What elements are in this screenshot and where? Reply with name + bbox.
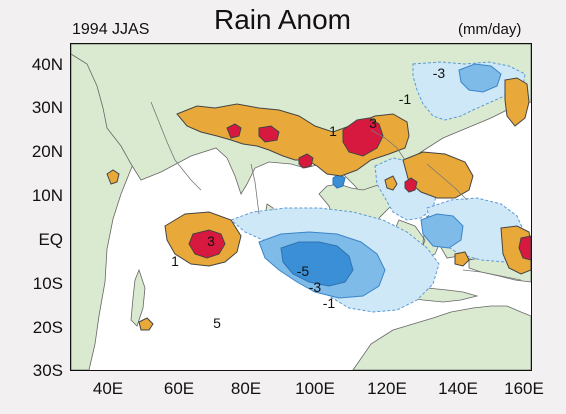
- contour-label-minus1-east-asia: -1: [399, 91, 412, 107]
- y-label-40n: 40N: [31, 55, 63, 74]
- x-label-60e: 60E: [163, 379, 195, 398]
- y-label-eq: EQ: [38, 230, 63, 249]
- rain-anomaly-map: 3 3 1 1 -3 -1 -5 -3 -1 5: [71, 44, 531, 370]
- australia-landmass: [352, 305, 531, 370]
- x-label-140e: 140E: [438, 379, 478, 398]
- x-label-160e: 160E: [504, 379, 544, 398]
- contour-label-minus1-indian-ocean: -1: [323, 295, 336, 311]
- x-label-40e: 40E: [92, 379, 124, 398]
- positive-high-zone-far-east-edge: [518, 235, 531, 261]
- contour-label-plus3-east: 3: [369, 115, 377, 131]
- negative-mid-zone-east-china: [458, 63, 502, 93]
- positive-high-zone-bangladesh-south-china: [342, 117, 384, 157]
- positive-spot-indochina: [384, 175, 398, 191]
- contour-label-minus3-indian-ocean: -3: [309, 279, 322, 295]
- x-label-120e: 120E: [367, 379, 407, 398]
- y-label-10s: 10S: [32, 274, 63, 293]
- map-title: Rain Anom: [214, 4, 351, 35]
- positive-high-zone-west-indian-ocean: [188, 229, 226, 259]
- positive-spot-india-central: [258, 125, 280, 143]
- positive-spot-bay-of-bengal: [298, 153, 314, 169]
- positive-spot-india-west: [226, 123, 242, 139]
- contour-label-minus3-east-asia: -3: [433, 65, 446, 81]
- y-label-30n: 30N: [31, 98, 63, 117]
- negative-mid-zone-west-pacific: [420, 213, 464, 249]
- positive-mid-zone-india-china-band: [176, 103, 410, 177]
- contour-label-plus5: 5: [213, 315, 221, 331]
- y-label-30s: 30S: [32, 361, 63, 380]
- units-label: (mm/day): [458, 21, 522, 38]
- positive-spot-madagascar-east: [138, 317, 154, 331]
- y-label-20s: 20S: [32, 318, 63, 337]
- contour-label-plus3-west: 3: [207, 233, 215, 249]
- y-label-20n: 20N: [31, 142, 63, 161]
- contour-label-minus5: -5: [297, 263, 310, 279]
- map-frame: 3 3 1 1 -3 -1 -5 -3 -1 5: [70, 43, 532, 371]
- y-label-10n: 10N: [31, 186, 63, 205]
- negative-high-zone-indian-ocean: [280, 241, 354, 287]
- coastline-detail-lines: [150, 101, 522, 281]
- x-label-100e: 100E: [295, 379, 335, 398]
- madagascar-landmass: [130, 268, 146, 327]
- contour-label-plus1-west: 1: [171, 253, 179, 269]
- contour-label-plus1-east: 1: [329, 123, 337, 139]
- x-label-80e: 80E: [230, 379, 262, 398]
- period-label: 1994 JJAS: [72, 21, 150, 38]
- positive-mid-zone-philippines: [402, 151, 474, 199]
- positive-spot-philippines: [404, 177, 418, 193]
- positive-spot-africa-coast: [106, 169, 120, 185]
- positive-spot-east-pacific: [454, 251, 470, 267]
